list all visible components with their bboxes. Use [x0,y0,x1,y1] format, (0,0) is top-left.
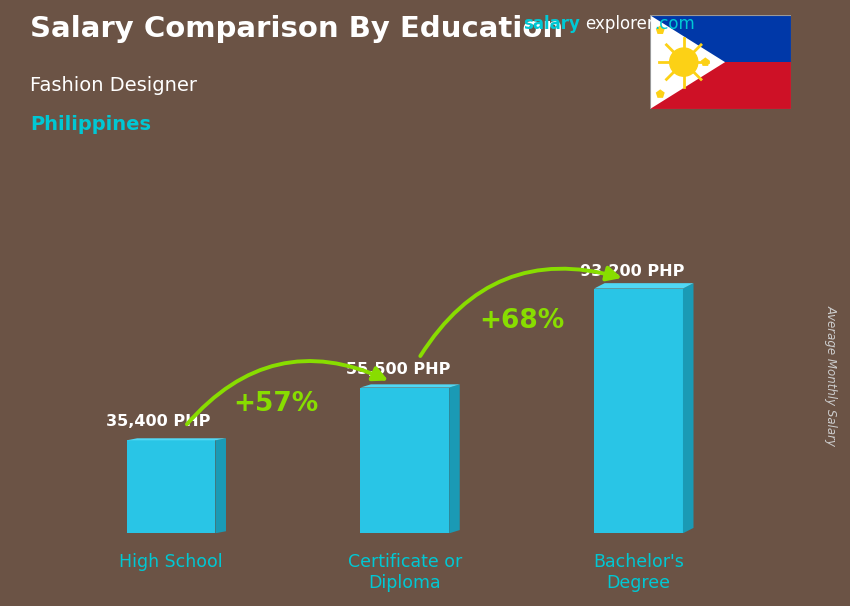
FancyBboxPatch shape [127,441,215,533]
Polygon shape [594,283,694,288]
Text: Fashion Designer: Fashion Designer [30,76,196,95]
Polygon shape [701,58,710,66]
Text: Philippines: Philippines [30,115,150,134]
Text: explorer: explorer [585,15,654,33]
Polygon shape [127,438,226,441]
FancyBboxPatch shape [360,388,449,533]
Polygon shape [650,15,790,62]
Text: +68%: +68% [479,308,564,334]
Text: 35,400 PHP: 35,400 PHP [105,413,210,428]
Polygon shape [449,384,460,533]
Polygon shape [215,438,226,533]
Text: 93,200 PHP: 93,200 PHP [580,264,684,279]
FancyBboxPatch shape [594,288,683,533]
Polygon shape [656,25,665,34]
Circle shape [670,48,698,76]
Text: .com: .com [654,15,695,33]
Polygon shape [650,62,790,109]
Polygon shape [656,89,665,98]
Text: +57%: +57% [234,391,319,417]
Text: 55,500 PHP: 55,500 PHP [347,362,450,377]
Text: Average Monthly Salary: Average Monthly Salary [824,305,837,446]
Text: Salary Comparison By Education: Salary Comparison By Education [30,15,563,43]
Polygon shape [360,384,460,388]
Polygon shape [683,283,694,533]
Polygon shape [650,15,725,109]
Text: salary: salary [523,15,580,33]
